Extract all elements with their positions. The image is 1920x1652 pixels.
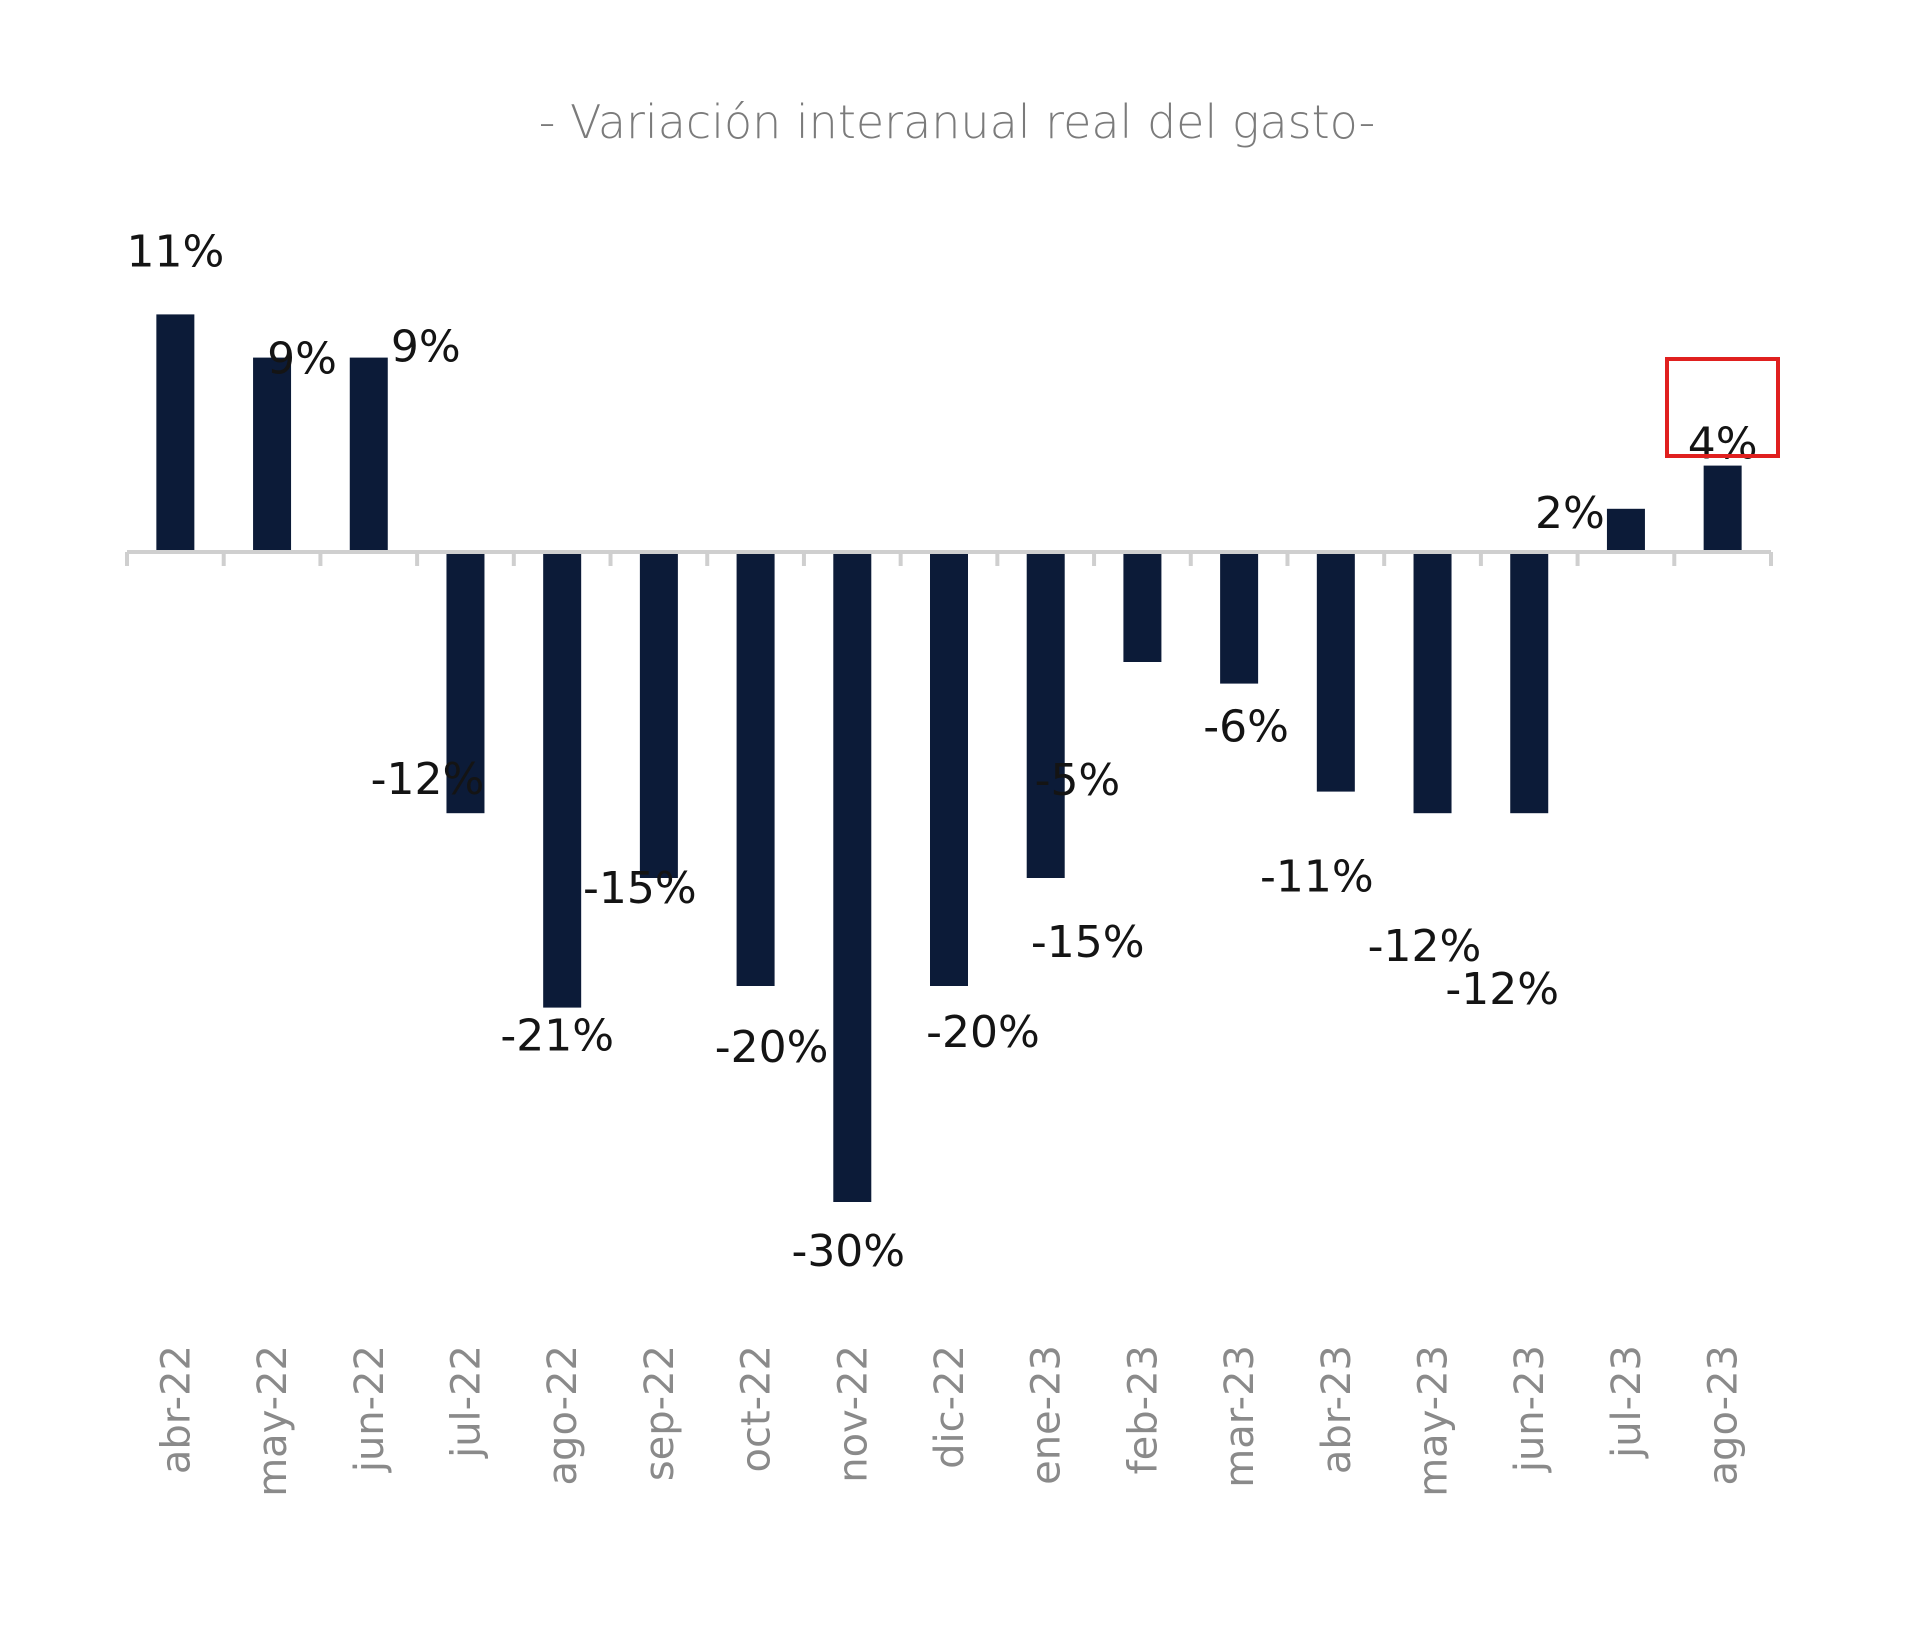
- x-tick-label: may-22: [250, 1345, 296, 1497]
- value-label: -12%: [371, 754, 485, 805]
- value-label: 11%: [126, 226, 224, 277]
- value-label: 9%: [391, 322, 461, 373]
- highlight-box: [1665, 357, 1780, 458]
- value-label: -21%: [500, 1011, 614, 1062]
- value-label: -6%: [1203, 702, 1289, 753]
- bar-may-22: [253, 357, 292, 552]
- value-label: 4%: [1688, 419, 1758, 470]
- x-tick-label: oct-22: [734, 1345, 780, 1472]
- bar-abr-23: [1316, 554, 1355, 792]
- bar-jul-23: [1606, 508, 1645, 552]
- bar-jul-22: [446, 554, 485, 814]
- value-label: 2%: [1535, 488, 1605, 539]
- value-label: -20%: [926, 1007, 1040, 1058]
- x-tick-label: dic-22: [927, 1345, 973, 1469]
- value-label: -11%: [1260, 852, 1374, 903]
- bar-mar-23: [1220, 554, 1259, 684]
- x-axis: [125, 550, 1773, 566]
- bar-may-23: [1413, 554, 1452, 814]
- value-label: -30%: [791, 1226, 905, 1277]
- x-tick-label: jul-23: [1604, 1345, 1650, 1459]
- x-tick-label: ago-22: [540, 1345, 586, 1485]
- x-tick-label: feb-23: [1120, 1345, 1166, 1474]
- value-label: -12%: [1368, 921, 1482, 972]
- x-tick-label: abr-23: [1314, 1345, 1360, 1474]
- bar-jun-23: [1510, 554, 1549, 814]
- value-label: -12%: [1445, 964, 1559, 1015]
- x-tick-labels-group: abr-22 may-22 jun-22 jul-22 ago-22 sep-22 oct-…: [153, 1345, 1746, 1497]
- bar-ene-23: [1026, 554, 1065, 878]
- chart-title: - Variación interanual real del gasto-: [539, 95, 1376, 149]
- bar-ago-23: [1703, 465, 1742, 552]
- value-label: -15%: [583, 863, 697, 914]
- x-tick-label: nov-22: [830, 1345, 876, 1483]
- value-label: 9%: [267, 334, 337, 385]
- bar-sep-22: [639, 554, 678, 878]
- bar-dic-22: [930, 554, 968, 986]
- x-tick-label: may-23: [1411, 1345, 1457, 1497]
- value-label: -20%: [715, 1022, 829, 1073]
- bars-group: [156, 314, 1742, 1202]
- x-tick-label: ene-23: [1024, 1345, 1070, 1485]
- bar-ago-22: [543, 554, 582, 1008]
- x-tick-label: mar-23: [1217, 1345, 1263, 1488]
- x-tick-label: sep-22: [637, 1345, 683, 1481]
- x-tick-label: abr-22: [153, 1345, 199, 1474]
- x-tick-label: jun-22: [347, 1345, 393, 1473]
- bar-jun-22: [349, 357, 388, 552]
- value-labels-group: 11% 9% 9% -12% -21% -15% -20% -30% -20% -15% -5% -6…: [126, 226, 1780, 1277]
- x-tick-label: jul-22: [443, 1345, 489, 1459]
- bar-oct-22: [736, 554, 775, 986]
- value-label: -15%: [1031, 917, 1145, 968]
- x-tick-label: ago-23: [1701, 1345, 1747, 1485]
- bar-feb-23: [1123, 554, 1162, 662]
- bar-nov-22: [833, 554, 872, 1202]
- x-tick-label: jun-23: [1507, 1345, 1553, 1473]
- value-label: -5%: [1035, 755, 1121, 806]
- bar-abr-22: [156, 314, 195, 552]
